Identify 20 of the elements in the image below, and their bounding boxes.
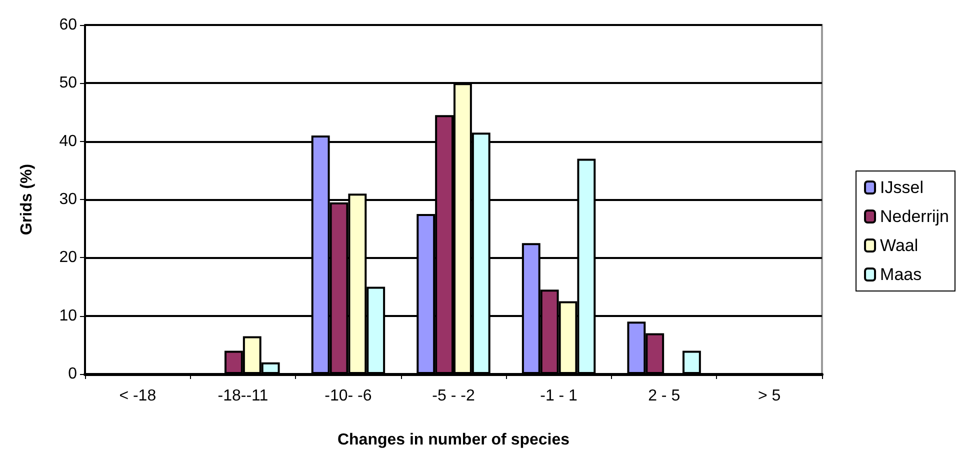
legend-label: IJssel: [880, 178, 924, 197]
x-tick-label: < -18: [119, 388, 156, 404]
x-tick-label: 2 - 5: [648, 388, 680, 404]
legend-label: Nederrijn: [880, 207, 950, 226]
x-tick-label: > 5: [758, 388, 781, 404]
y-tick-label: 10: [59, 307, 78, 324]
y-tick-label: 50: [59, 74, 78, 92]
x-tick-label: -18--11: [218, 388, 268, 404]
y-axis-title: Grids (%): [18, 164, 36, 236]
y-tick-label: 0: [68, 366, 78, 382]
y-tick-label: 20: [59, 249, 78, 266]
y-tick-label: 30: [59, 191, 78, 208]
legend-label: Waal: [880, 236, 918, 255]
x-axis-title: Changes in number of species: [337, 432, 570, 448]
y-tick-label: 40: [59, 132, 78, 150]
x-tick-label: -10- -6: [324, 388, 372, 404]
x-tick-label: -5 - -2: [432, 388, 475, 404]
y-tick-label: 60: [59, 16, 78, 34]
x-tick-label: -1 - 1: [540, 388, 578, 404]
legend-label: Maas: [880, 265, 922, 284]
